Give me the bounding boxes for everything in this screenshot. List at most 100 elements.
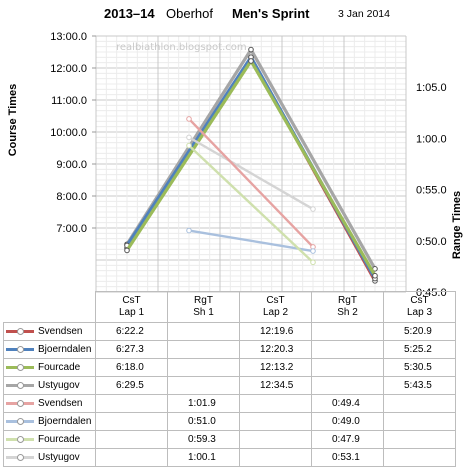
- legend-key-icon: [6, 345, 34, 353]
- table-cell: 5:30.5: [383, 358, 456, 377]
- series-line-fourcade-right: [188, 144, 314, 264]
- legend-series-name: Svendsen: [38, 326, 83, 337]
- left-axis-label: Course Times: [0, 75, 26, 165]
- right-axis-label-text: Range Times: [451, 190, 463, 260]
- legend-key-icon: [6, 435, 34, 443]
- legend-cell: Ustyugov: [3, 376, 96, 395]
- table-cell: [95, 448, 168, 467]
- data-point-fourcade: [248, 58, 254, 64]
- table-cell: [167, 322, 240, 341]
- right-axis-ticks: 0:45.00:50.00:55.01:00.01:05.0: [416, 82, 447, 299]
- right-tick-label: 1:05.0: [416, 82, 447, 94]
- cell-value: 12:19.6: [260, 326, 294, 337]
- cell-value: 0:49.4: [332, 398, 360, 409]
- legend-key-icon: [6, 399, 34, 407]
- venue-title: Oberhof: [166, 6, 213, 21]
- table-cell: [311, 322, 384, 341]
- legend-series-name: Bjoerndalen: [38, 344, 92, 355]
- cell-value: 12:13.2: [260, 362, 294, 373]
- table-cell: [383, 412, 456, 431]
- table-row: Svendsen 6:22.2 12:19.6 5:20.9: [3, 322, 456, 341]
- table-row: Fourcade 0:59.3 0:47.9: [3, 430, 456, 449]
- table-category-header: RgT Sh 2: [311, 291, 384, 323]
- cell-value: 0:49.0: [332, 416, 360, 427]
- table-cell: 1:00.1: [167, 448, 240, 467]
- table-cell: [239, 430, 312, 449]
- legend-series-name: Fourcade: [38, 434, 81, 445]
- table-cell: 0:51.0: [167, 412, 240, 431]
- data-point-fourcade: [124, 247, 130, 254]
- table-cell: [239, 394, 312, 413]
- category-label-line: CsT: [122, 295, 141, 306]
- table-category-header: RgT Sh 1: [167, 291, 240, 323]
- legend-key-icon: [6, 417, 34, 425]
- category-label-line: RgT: [194, 295, 213, 306]
- left-axis-ticks: 7:00.0 8:00.0 9:00.0 10:00.0 11:00.0 12:00.0 1…: [50, 31, 96, 235]
- table-cell: [167, 340, 240, 359]
- cell-value: 5:43.5: [404, 380, 432, 391]
- legend-series-name: Svendsen: [38, 398, 83, 409]
- data-point-ustyugov: [186, 134, 192, 141]
- table-cell: 5:20.9: [383, 322, 456, 341]
- legend-cell: Svendsen: [3, 394, 96, 413]
- data-point-bjoerndalen: [310, 248, 316, 254]
- table-row: Ustyugov 6:29.5 12:34.5 5:43.5: [3, 376, 456, 395]
- legend-cell: Bjoerndalen: [3, 412, 96, 431]
- legend-key-icon: [6, 327, 34, 335]
- category-label-line: CsT: [266, 295, 285, 306]
- left-tick-label: 8:00.0: [56, 191, 87, 203]
- data-point-svendsen: [186, 116, 192, 122]
- right-tick-label: 1:00.0: [416, 133, 447, 145]
- cell-value: 1:00.1: [188, 452, 216, 463]
- legend-series-name: Ustyugov: [38, 380, 80, 391]
- event-title: Men's Sprint: [232, 6, 310, 21]
- cell-value: 12:34.5: [260, 380, 294, 391]
- cell-value: 5:20.9: [404, 326, 432, 337]
- table-cell: [383, 448, 456, 467]
- season-title: 2013–14: [104, 6, 155, 21]
- table-cell: 1:01.9: [167, 394, 240, 413]
- legend-cell: Svendsen: [3, 322, 96, 341]
- plot-grid: [95, 35, 407, 293]
- cell-value: 0:47.9: [332, 434, 360, 445]
- left-tick-label: 10:00.0: [50, 127, 87, 139]
- right-axis-label: Range Times: [446, 185, 468, 265]
- table-row: Fourcade 6:18.0 12:13.2 5:30.5: [3, 358, 456, 377]
- table-corner: [3, 291, 96, 323]
- table-cell: [311, 358, 384, 377]
- left-tick-label: 11:00.0: [51, 95, 87, 107]
- table-row: Ustyugov 1:00.1 0:53.1: [3, 448, 456, 467]
- cell-value: 12:20.3: [260, 344, 294, 355]
- series-line-ustyugov-right: [188, 136, 314, 211]
- table-cell: [167, 376, 240, 395]
- table-cell: 0:49.0: [311, 412, 384, 431]
- data-table: CsT Lap 1 RgT Sh 1 CsT Lap 2 RgT Sh 2 CsT Lap 3 Sv…: [3, 291, 456, 467]
- category-label-line: Lap 3: [406, 307, 433, 318]
- table-cell: 0:53.1: [311, 448, 384, 467]
- right-tick-label: 0:50.0: [416, 236, 447, 248]
- data-point-fourcade: [372, 272, 378, 279]
- table-category-header: CsT Lap 2: [239, 291, 312, 323]
- category-label-line: RgT: [338, 295, 357, 306]
- legend-key-icon: [6, 381, 34, 389]
- legend-cell: Ustyugov: [3, 448, 96, 467]
- table-cell: 12:13.2: [239, 358, 312, 377]
- cell-value: 6:29.5: [116, 380, 144, 391]
- category-label-line: Sh 1: [193, 307, 214, 318]
- table-cell: 0:49.4: [311, 394, 384, 413]
- table-cell: [167, 358, 240, 377]
- left-tick-label: 9:00.0: [56, 159, 87, 171]
- cell-value: 6:22.2: [116, 326, 144, 337]
- cell-value: 5:25.2: [404, 344, 432, 355]
- data-point-ustyugov: [310, 206, 316, 212]
- series-line-bjoerndalen-right: [188, 229, 314, 253]
- table-cell: 6:27.3: [95, 340, 168, 359]
- table-cell: [95, 394, 168, 413]
- left-tick-label: 13:00.0: [50, 31, 87, 43]
- legend-series-name: Bjoerndalen: [38, 416, 92, 427]
- data-point-bjoerndalen: [186, 227, 192, 234]
- event-date: 3 Jan 2014: [338, 8, 390, 20]
- watermark-text: realbiathlon.blogspot.com: [116, 42, 247, 53]
- category-label-line: Lap 2: [262, 307, 289, 318]
